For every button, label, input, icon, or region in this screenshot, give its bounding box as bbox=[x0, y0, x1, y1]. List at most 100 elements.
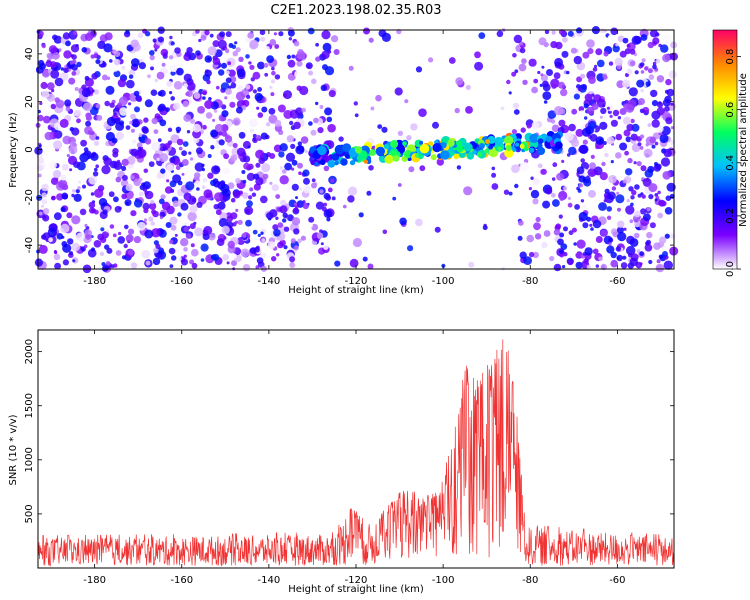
spectrogram-cell bbox=[230, 82, 237, 89]
spectrogram-signal-cell bbox=[505, 144, 512, 151]
spectrogram-cell bbox=[642, 177, 652, 187]
spectrogram-cell bbox=[551, 177, 556, 181]
spectrogram-cell bbox=[260, 252, 267, 259]
spectrogram-cell bbox=[563, 226, 568, 232]
spectrogram-cell bbox=[343, 204, 347, 209]
spectrogram-cell bbox=[105, 229, 109, 233]
spectrogram-cell bbox=[103, 43, 113, 53]
spectrogram-cell bbox=[538, 37, 547, 46]
spectrogram-cell bbox=[629, 48, 636, 55]
spectrogram-cell bbox=[468, 261, 475, 268]
spectrogram-cell bbox=[578, 106, 585, 112]
spectrogram-cell bbox=[113, 196, 119, 203]
spectrogram-cell bbox=[173, 81, 183, 90]
spectrogram-cell bbox=[167, 127, 173, 132]
spectrogram-cell bbox=[170, 41, 175, 46]
spectrogram-cell bbox=[517, 235, 523, 241]
spectrogram-cell bbox=[141, 249, 151, 259]
spectrogram-cell bbox=[321, 50, 330, 60]
spectrogram-cell bbox=[136, 142, 143, 148]
spectrogram-cell bbox=[76, 118, 81, 124]
spectrogram-cell bbox=[157, 36, 164, 43]
spectrogram-cell bbox=[625, 205, 635, 215]
spectrogram-cell bbox=[180, 202, 189, 211]
spectrogram-cell bbox=[619, 108, 627, 115]
spectrogram-cell bbox=[157, 105, 164, 112]
spectrogram-cell bbox=[568, 230, 574, 236]
spectrogram-signal-cell bbox=[356, 155, 363, 161]
spectrogram-cell bbox=[543, 230, 551, 237]
spectrogram-cell bbox=[617, 116, 622, 120]
spectrogram-cell bbox=[254, 92, 263, 102]
spectrogram-cell bbox=[311, 178, 316, 183]
spectrogram-cell bbox=[127, 249, 134, 256]
spectrogram-cell bbox=[526, 123, 532, 129]
spectrogram-cell bbox=[352, 237, 362, 248]
spectrogram-cell bbox=[202, 177, 208, 183]
spectrogram-cell bbox=[156, 157, 160, 162]
spectrogram-cell bbox=[279, 175, 289, 185]
spectrogram-cell bbox=[142, 187, 148, 192]
spectrogram-cell bbox=[262, 173, 269, 180]
spectrogram-cell bbox=[59, 72, 69, 81]
spectrogram-cell bbox=[260, 231, 264, 235]
spectrogram-cell bbox=[590, 227, 594, 231]
spectrogram-cell bbox=[302, 202, 309, 210]
spectrogram-cell bbox=[220, 180, 226, 186]
spectrogram-cell bbox=[254, 246, 260, 253]
spectrogram-cell bbox=[238, 131, 246, 139]
spectrogram-cell bbox=[626, 235, 635, 245]
spectrogram-cell bbox=[75, 189, 80, 194]
spectrogram-cell bbox=[93, 240, 102, 248]
spectrogram-cell bbox=[136, 96, 142, 102]
spectrogram-cell bbox=[600, 107, 607, 115]
spectrogram-cell bbox=[665, 195, 672, 201]
spectrogram-cell bbox=[631, 189, 637, 196]
colorbar-label: Normalized spectral amplitude bbox=[738, 73, 749, 227]
spectrogram-cell bbox=[113, 70, 121, 78]
spectrogram-y-axis: -40 -20 0 20 40 bbox=[24, 48, 674, 253]
spectrogram-cell bbox=[42, 214, 50, 222]
spectrogram-cell bbox=[114, 205, 122, 213]
spectrogram-signal-cell bbox=[466, 152, 475, 160]
spectrogram-cell bbox=[221, 130, 228, 137]
spectrogram-cell bbox=[69, 251, 73, 256]
spectrogram-cell bbox=[622, 179, 627, 184]
spectrogram-cell bbox=[646, 207, 651, 212]
spectrogram-cell bbox=[652, 64, 657, 70]
spectrogram-cell bbox=[193, 136, 200, 144]
spectrogram-cell bbox=[410, 123, 418, 131]
spectrogram-cell bbox=[170, 224, 177, 231]
spectrogram-cell bbox=[537, 163, 543, 169]
spectrogram-cell bbox=[595, 136, 605, 145]
spectrogram-cell bbox=[149, 55, 155, 61]
spectrogram-cell bbox=[366, 190, 372, 196]
spectrogram-cell bbox=[532, 251, 539, 259]
spectrogram-cell bbox=[404, 99, 409, 104]
spectrogram-cell bbox=[558, 119, 566, 127]
spectrogram-cell bbox=[66, 154, 70, 158]
spectrogram-cell bbox=[193, 92, 201, 99]
spectrogram-cell bbox=[624, 99, 629, 104]
spectrogram-cell bbox=[101, 74, 108, 81]
spectrogram-cell bbox=[555, 223, 562, 230]
spectrogram-x-label: Height of straight line (km) bbox=[288, 285, 424, 296]
spectrogram-cell bbox=[394, 87, 403, 96]
spectrogram-cell bbox=[651, 119, 660, 128]
spectrogram-cell bbox=[215, 209, 222, 216]
spectrogram-cell bbox=[74, 109, 82, 117]
spectrogram-cell bbox=[41, 183, 49, 192]
spectrogram-cell bbox=[630, 118, 635, 124]
spectrogram-cell bbox=[48, 237, 53, 243]
spectrogram-cell bbox=[302, 169, 310, 177]
spectrogram-cell bbox=[174, 233, 178, 237]
spectrogram-cell bbox=[567, 196, 572, 200]
spectrogram-cell bbox=[117, 236, 125, 244]
spectrogram-cell bbox=[662, 251, 668, 257]
spectrogram-cell bbox=[133, 199, 143, 208]
spectrogram-cell bbox=[147, 74, 151, 79]
spectrogram-cell bbox=[203, 189, 213, 199]
spectrogram-cell bbox=[36, 194, 43, 201]
spectrogram-cell bbox=[652, 61, 657, 66]
spectrogram-cell bbox=[72, 30, 78, 36]
